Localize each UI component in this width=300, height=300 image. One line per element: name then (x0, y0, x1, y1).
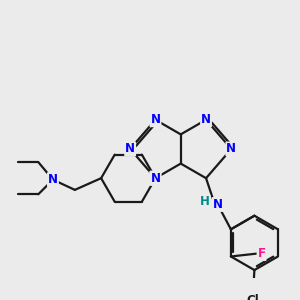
Text: Cl: Cl (247, 294, 259, 300)
Text: F: F (257, 247, 266, 260)
Text: N: N (226, 142, 236, 155)
Text: N: N (151, 172, 160, 185)
Text: H: H (200, 195, 209, 208)
Text: N: N (151, 113, 160, 126)
Text: N: N (213, 198, 223, 211)
Text: N: N (151, 172, 160, 185)
Text: N: N (201, 113, 211, 126)
Text: N: N (48, 173, 58, 186)
Text: N: N (125, 142, 135, 155)
